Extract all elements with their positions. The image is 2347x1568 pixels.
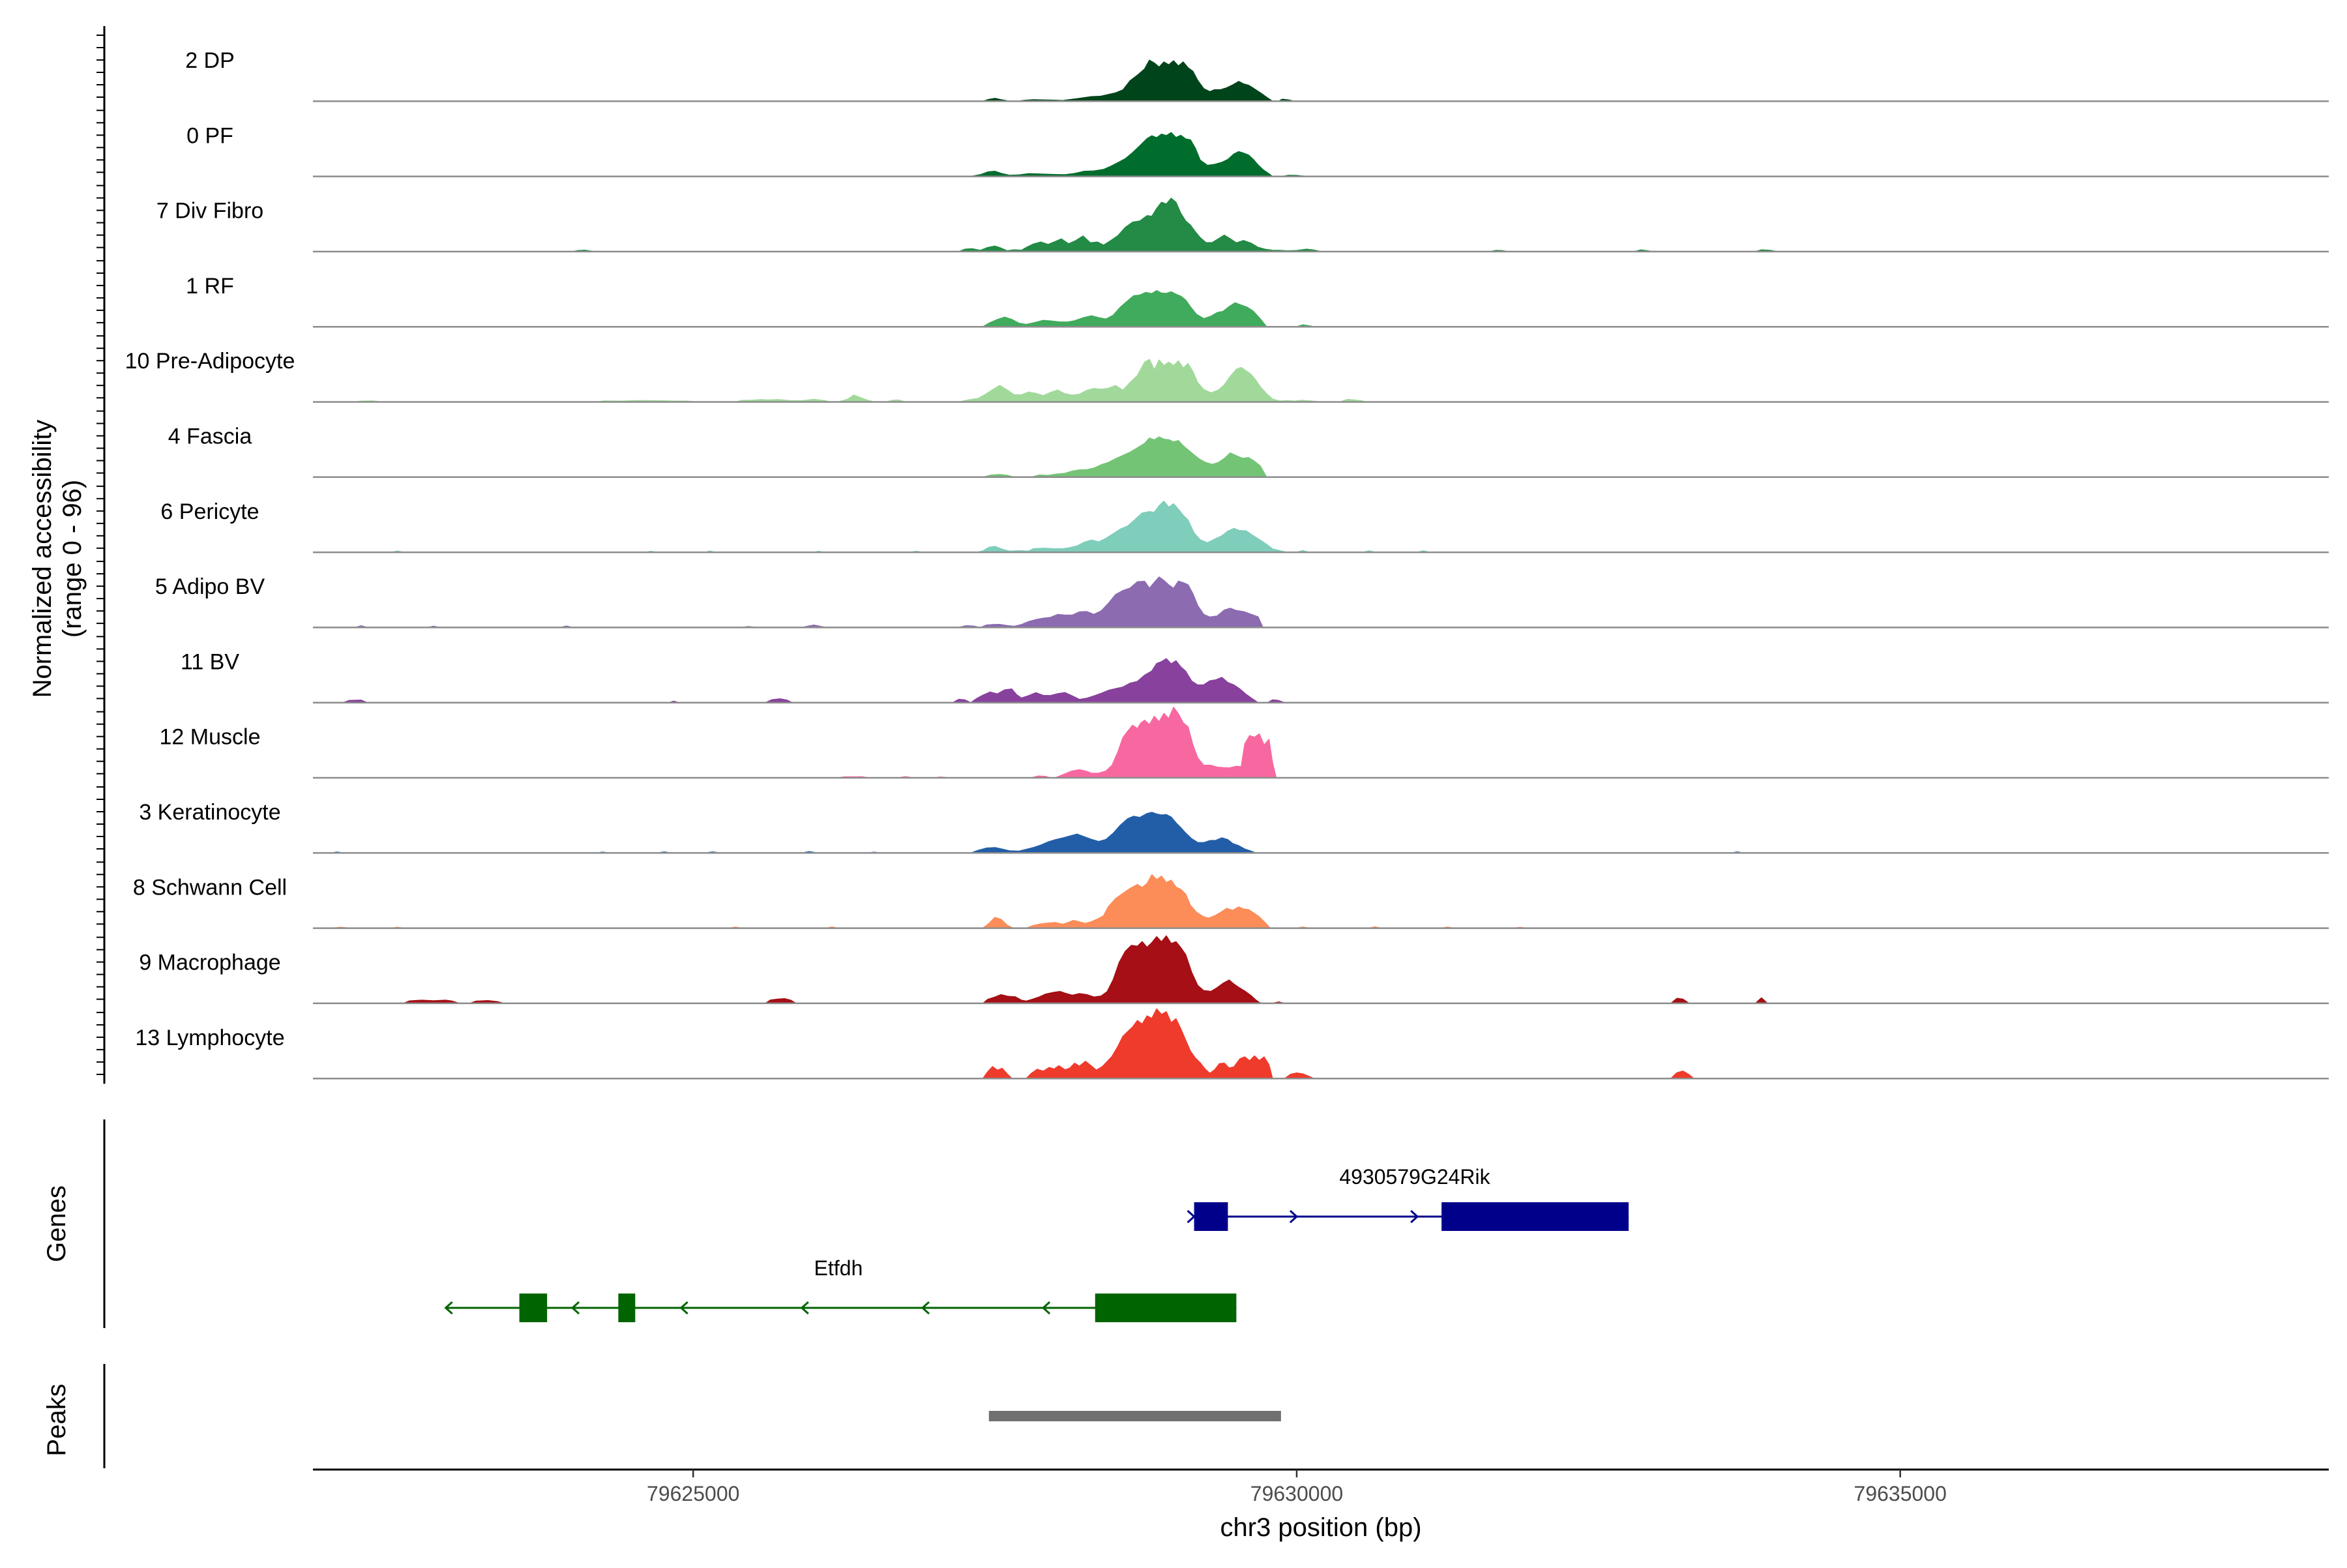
strand-arrow — [1289, 1209, 1299, 1224]
gene-exon — [519, 1294, 548, 1322]
track-label: 2 DP — [185, 48, 235, 73]
track-label: 8 Schwann Cell — [133, 875, 287, 900]
coverage-track-13: 9 Macrophage — [139, 935, 2329, 1005]
track-label: 13 Lymphocyte — [135, 1026, 284, 1050]
track-label: 1 RF — [186, 274, 234, 299]
y-axis-title: Normalized accessibility — [28, 420, 57, 698]
genes-track-title: Genes — [42, 1185, 71, 1262]
track-label: 9 Macrophage — [139, 951, 280, 975]
strand-arrow — [1187, 1209, 1196, 1224]
coverage-track-5: 10 Pre-Adipocyte — [125, 349, 2329, 403]
strand-arrow — [570, 1301, 580, 1315]
strand-arrow — [921, 1301, 930, 1315]
gene-exon — [1441, 1202, 1629, 1231]
coverage-area — [982, 436, 1267, 478]
peaks-track — [103, 1364, 1281, 1468]
track-label: 12 Muscle — [160, 725, 261, 750]
coverage-area — [331, 812, 1744, 854]
x-axis: 79625000 79630000 79635000 — [313, 1468, 2329, 1505]
coverage-track-1: 2 DP — [185, 48, 2329, 102]
coverage-tracks: 2 DP 0 PF 7 Div Fibro 1 RF 10 Pre-Adipocyte 4… — [125, 48, 2329, 1080]
gene-etfdh: Etfdh — [444, 1256, 1237, 1322]
coverage-track-2: 0 PF — [186, 123, 2329, 177]
coverage-track-7: 6 Pericyte — [160, 499, 2329, 554]
y-axis-range-label: (range 0 - 96) — [58, 480, 87, 638]
coverage-area — [331, 874, 1527, 929]
genes-track: 4930579G24Rik Etfdh — [103, 1119, 1629, 1328]
coverage-track-14: 13 Lymphocyte — [135, 1008, 2329, 1080]
coverage-track-9: 11 BV — [181, 649, 2329, 703]
gene-exon — [618, 1294, 636, 1322]
track-label: 3 Keratinocyte — [139, 800, 280, 825]
coverage-area — [982, 59, 1295, 102]
strand-arrow — [1041, 1301, 1051, 1315]
coverage-area — [403, 935, 1768, 1004]
strand-arrow — [444, 1301, 453, 1315]
coverage-area — [982, 290, 1316, 327]
track-label: 10 Pre-Adipocyte — [125, 349, 295, 374]
coverage-track-11: 3 Keratinocyte — [139, 800, 2329, 854]
track-label: 11 BV — [181, 649, 239, 674]
strand-arrow — [679, 1301, 688, 1315]
gene-4930579g24rik: 4930579G24Rik — [1187, 1165, 1629, 1231]
coverage-track-4: 1 RF — [186, 274, 2329, 328]
peak-bar — [988, 1411, 1281, 1421]
track-label: 7 Div Fibro — [156, 199, 263, 224]
gene-exon — [1194, 1202, 1228, 1231]
track-label: 4 Fascia — [168, 424, 252, 449]
track-label: 0 PF — [186, 123, 233, 148]
gene-label: Etfdh — [814, 1256, 863, 1280]
coverage-area — [970, 132, 1307, 177]
gene-label: 4930579G24Rik — [1339, 1165, 1490, 1189]
coverage-area — [391, 501, 1430, 553]
axis-layer — [96, 26, 106, 1084]
strand-arrow — [800, 1301, 809, 1315]
coverage-area — [342, 658, 1286, 703]
x-tick-label: 79625000 — [647, 1482, 739, 1505]
x-axis-title: chr3 position (bp) — [1220, 1513, 1421, 1542]
coverage-area — [837, 707, 1277, 778]
coverage-track-6: 4 Fascia — [168, 424, 2329, 479]
peaks-track-title: Peaks — [42, 1383, 71, 1456]
coverage-track-3: 7 Div Fibro — [156, 198, 2329, 253]
coverage-area — [355, 576, 1263, 629]
x-tick-label: 79630000 — [1250, 1482, 1343, 1505]
coverage-track-8: 5 Adipo BV — [155, 574, 2329, 629]
gene-exon — [1095, 1294, 1237, 1322]
strand-arrow — [1410, 1209, 1419, 1224]
track-label: 5 Adipo BV — [155, 574, 265, 599]
coverage-area — [982, 1008, 1694, 1079]
coverage-area — [572, 198, 1778, 252]
coverage-track-10: 12 Muscle — [160, 707, 2329, 779]
coverage-area — [355, 359, 1368, 403]
coverage-track-12: 8 Schwann Cell — [133, 874, 2329, 929]
x-tick-label: 79635000 — [1854, 1482, 1947, 1505]
track-label: 6 Pericyte — [160, 499, 259, 524]
